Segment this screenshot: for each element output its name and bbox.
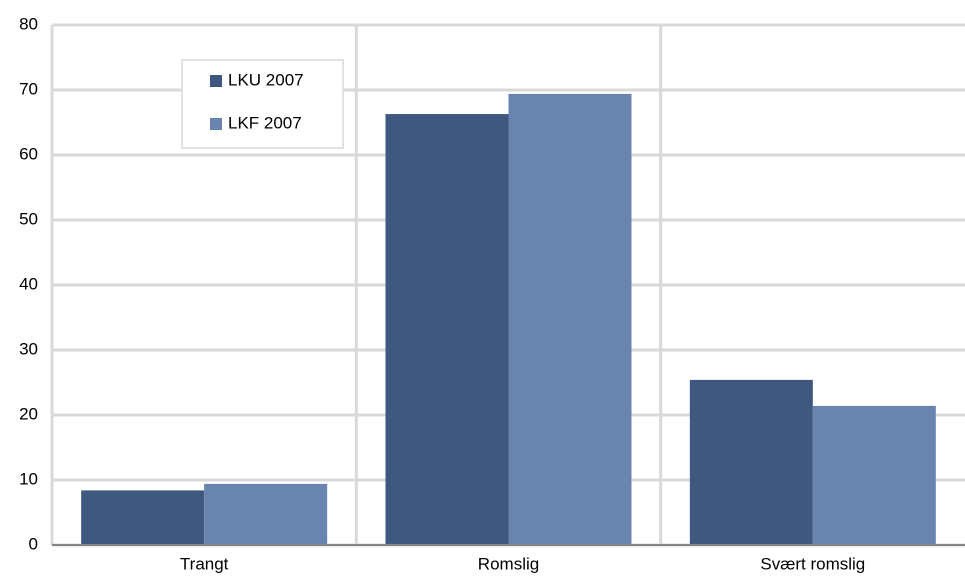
bar <box>81 490 205 545</box>
bar <box>385 114 509 546</box>
legend-swatch <box>210 75 222 87</box>
legend-label: LKU 2007 <box>228 70 304 89</box>
x-tick-label: Romslig <box>478 554 539 573</box>
y-tick-label: 50 <box>19 209 38 228</box>
bar <box>689 379 813 545</box>
y-tick-label: 40 <box>19 274 38 293</box>
x-tick-label: Trangt <box>180 554 229 573</box>
y-tick-label: 0 <box>29 534 38 553</box>
y-tick-label: 80 <box>19 14 38 33</box>
bar <box>508 93 632 546</box>
y-tick-label: 60 <box>19 144 38 163</box>
bar <box>204 483 328 545</box>
legend-box <box>181 59 344 149</box>
y-tick-label: 10 <box>19 469 38 488</box>
legend-label: LKF 2007 <box>228 113 302 132</box>
x-tick-label: Svært romslig <box>760 554 865 573</box>
y-tick-label: 70 <box>19 79 38 98</box>
y-tick-label: 30 <box>19 339 38 358</box>
bar <box>812 405 936 545</box>
y-tick-label: 20 <box>19 404 38 423</box>
legend-swatch <box>210 118 222 130</box>
